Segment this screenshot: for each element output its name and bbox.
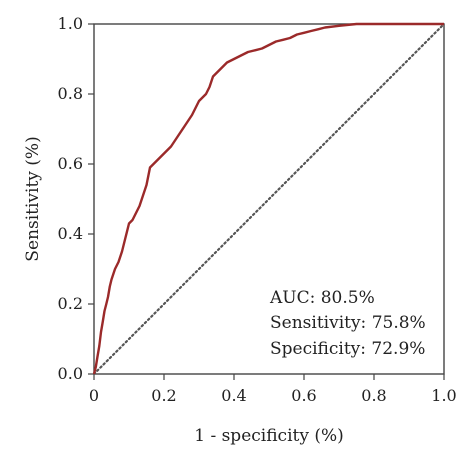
- axis-ticks: 0 0.2 0.4 0.6 0.8 1.0 0.0 0.2 0.4 0.6 0.8 1.0: [58, 14, 457, 405]
- x-axis-title: 1 - specificity (%): [194, 426, 344, 446]
- roc-curve-group: [92, 22, 444, 375]
- y-tick-label: 0.6: [58, 154, 83, 173]
- x-tick-label: 0.6: [291, 386, 316, 405]
- y-tick-label: 0.8: [58, 84, 83, 103]
- annotation-sensitivity: Sensitivity: 75.8%: [270, 313, 426, 333]
- reference-diagonal-line: [92, 22, 446, 376]
- x-tick-label: 0.8: [361, 386, 386, 405]
- plot-frame: [93, 23, 445, 375]
- y-tick-label: 0.0: [58, 364, 83, 383]
- roc-curve-line: [92, 22, 444, 375]
- y-tick-label: 1.0: [58, 14, 83, 33]
- y-tick-label: 0.2: [58, 294, 83, 313]
- annotation-auc: AUC: 80.5%: [269, 288, 375, 308]
- x-tick-label: 0.4: [221, 386, 246, 405]
- annotation-specificity: Specificity: 72.9%: [270, 339, 425, 359]
- y-axis-title: Sensitivity (%): [23, 136, 43, 261]
- y-tick-label: 0.4: [58, 224, 83, 243]
- x-tick-label: 0.2: [151, 386, 176, 405]
- reference-line-group: [92, 22, 446, 376]
- x-tick-label: 1.0: [431, 386, 456, 405]
- x-tick-label: 0: [89, 386, 99, 405]
